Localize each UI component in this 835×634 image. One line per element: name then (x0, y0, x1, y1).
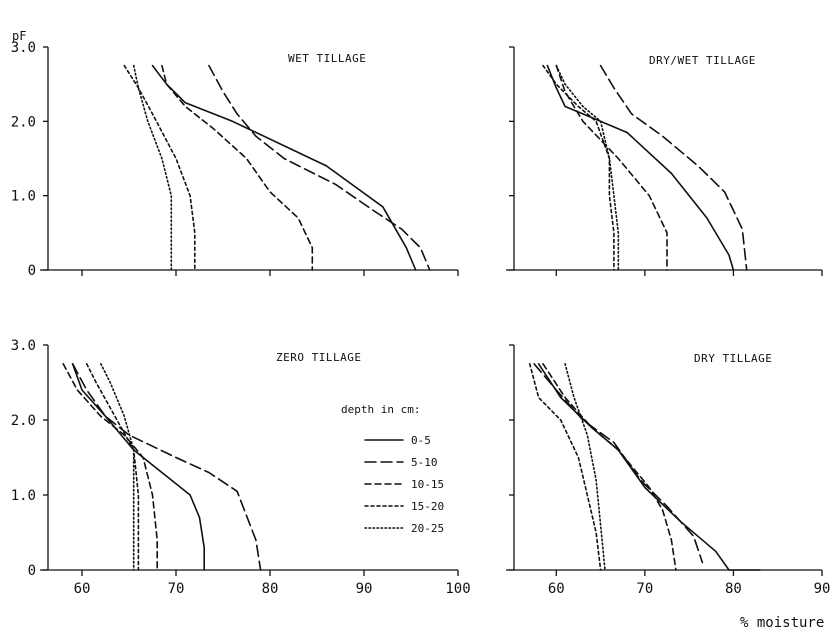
series-line-20-25 (134, 66, 172, 270)
x-tick-label: 70 (636, 581, 653, 597)
y-tick-label: 3.0 (11, 40, 36, 56)
panel-dry-wet-tillage: DRY/WET TILLAGE (506, 47, 822, 276)
series-line-5-10 (601, 66, 747, 270)
series-line-15-20 (124, 66, 195, 270)
legend-label-20-25: 20-25 (411, 522, 444, 535)
series-line-10-15 (556, 66, 667, 270)
series-line-0-5 (539, 364, 760, 570)
y-tick-label: 0 (28, 563, 36, 579)
legend: depth in cm: 0-5 5-10 10-15 15-20 20-25 (341, 403, 444, 535)
x-tick-label: 80 (725, 581, 742, 597)
legend-label-10-15: 10-15 (411, 478, 444, 491)
series-line-10-15 (162, 66, 312, 270)
panel-zero-tillage: 0 1.0 2.0 3.0 60 70 80 90 100 ZERO TILLAGE (11, 338, 471, 597)
y-tick-label: 1.0 (11, 189, 36, 205)
panel-title: ZERO TILLAGE (276, 351, 361, 364)
series-line-5-10 (209, 66, 430, 270)
series-line-10-15 (543, 364, 676, 570)
legend-label-0-5: 0-5 (411, 434, 431, 447)
x-tick-label: 60 (548, 581, 565, 597)
x-tick-label: 60 (74, 581, 91, 597)
series-line-10-15 (63, 364, 157, 570)
series-line-15-20 (543, 66, 614, 270)
x-axis-label: % moisture (740, 615, 824, 631)
x-tick-label: 90 (814, 581, 831, 597)
panel-title: DRY TILLAGE (694, 352, 772, 365)
panel-title: DRY/WET TILLAGE (649, 54, 756, 67)
y-tick-label: 2.0 (11, 114, 36, 130)
panel-wet-tillage: 0 1.0 2.0 3.0 WET TILLAGE (11, 40, 458, 279)
legend-label-5-10: 5-10 (411, 456, 438, 469)
x-tick-label: 80 (262, 581, 279, 597)
series-line-15-20 (530, 364, 601, 570)
panel-title: WET TILLAGE (288, 52, 366, 65)
y-tick-label: 3.0 (11, 338, 36, 354)
x-tick-label: 90 (356, 581, 373, 597)
panel-dry-tillage: 60 70 80 90 DRY TILLAGE (506, 345, 830, 597)
y-tick-label: 0 (28, 263, 36, 279)
series-line-0-5 (153, 66, 416, 270)
series-line-5-10 (73, 364, 261, 570)
series-line-20-25 (565, 364, 605, 570)
x-tick-label: 70 (168, 581, 185, 597)
legend-label-15-20: 15-20 (411, 500, 444, 513)
y-tick-label: 1.0 (11, 488, 36, 504)
series-line-15-20 (87, 364, 139, 570)
y-tick-label: 2.0 (11, 413, 36, 429)
series-line-5-10 (534, 364, 702, 563)
legend-title: depth in cm: (341, 403, 420, 416)
x-tick-label: 100 (445, 581, 470, 597)
series-line-20-25 (101, 364, 134, 570)
